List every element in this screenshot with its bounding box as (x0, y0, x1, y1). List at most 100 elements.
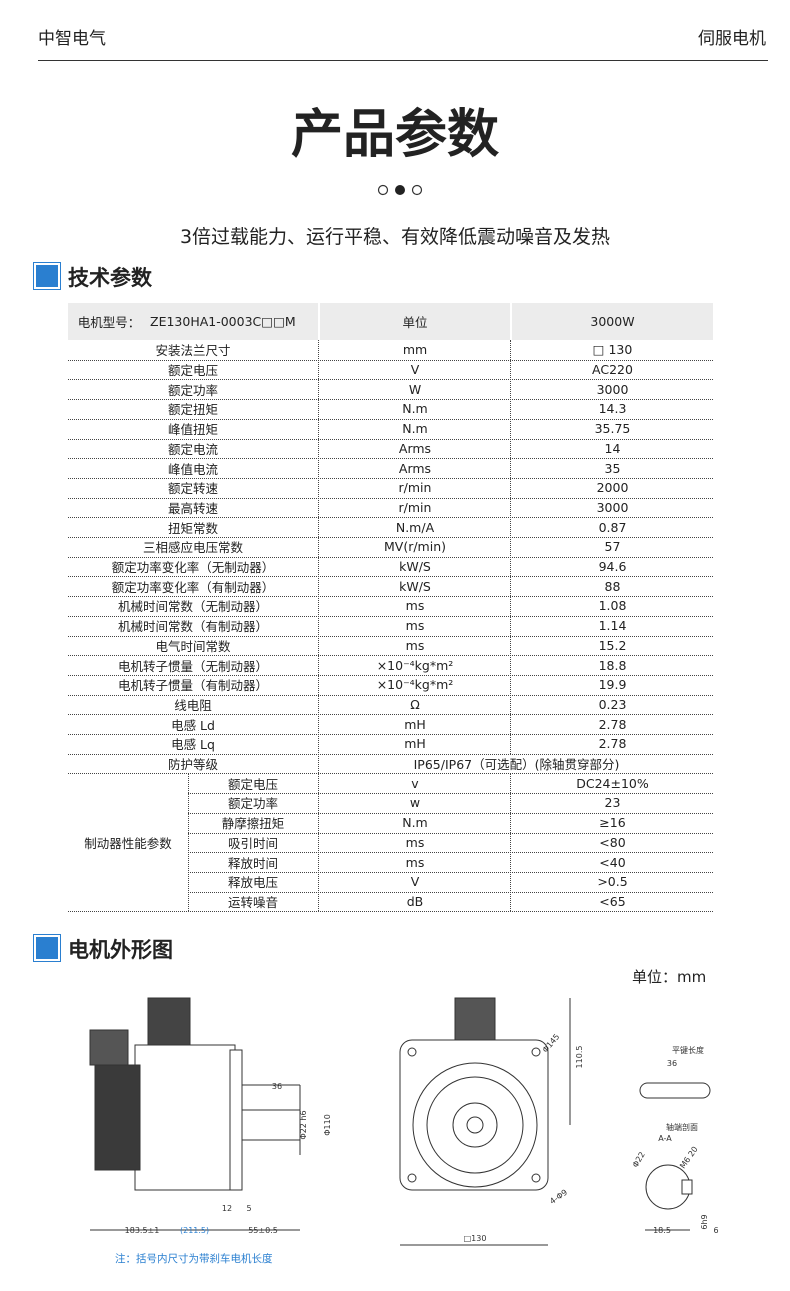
dim-label: 36 (272, 1082, 282, 1091)
row-rule (188, 832, 713, 834)
row-rule (188, 871, 713, 873)
row-rule (68, 694, 713, 696)
note: 注：括号内尺寸为带刹车电机长度 (115, 1252, 273, 1265)
table-cell: 制动器性能参数 (84, 835, 172, 851)
dim-label: 12 (222, 1204, 232, 1213)
row-rule (68, 655, 713, 657)
page-title: 产品参数 (290, 105, 499, 165)
table-cell: 额定电压 (227, 776, 278, 792)
dim-label: 55±0.5 (248, 1226, 278, 1235)
row-rule (68, 418, 713, 420)
row-rule (68, 458, 713, 460)
row-rule (68, 399, 713, 401)
table-cell: ×10⁻⁴kg*m² (376, 677, 454, 693)
table-cell: 88 (604, 578, 621, 594)
row-rule (68, 576, 713, 578)
table-cell: 电气时间常数 (155, 638, 231, 654)
table-cell: r/min (398, 499, 432, 515)
row-rule (68, 359, 713, 361)
table-cell: v (411, 775, 419, 791)
dim-label: (211.5) (180, 1226, 209, 1235)
table-cell: 额定电压 (167, 363, 218, 379)
row-rule (68, 753, 713, 755)
table-cell: ms (405, 618, 425, 634)
dim-label: Φ22 h6 (299, 1110, 308, 1139)
table-cell: kW/S (399, 578, 431, 594)
row-rule (68, 615, 713, 617)
table-cell: 3000 (596, 381, 629, 397)
section-icon (33, 262, 61, 290)
table-cell: mH (404, 716, 426, 732)
table-cell: 额定电流 (167, 441, 218, 457)
table-cell: 电感 Ld (171, 717, 215, 733)
category: 伺服电机 (698, 29, 766, 49)
dim-label: 5 (246, 1204, 251, 1213)
table-cell: DC24±10% (576, 775, 649, 791)
table-cell: Arms (398, 440, 432, 456)
brand: 中智电气 (38, 29, 106, 49)
table-cell: ms (405, 854, 425, 870)
table-cell: 15.2 (598, 637, 627, 653)
row-rule (68, 911, 713, 913)
table-cell: 2.78 (598, 736, 627, 752)
table-cell: 35.75 (594, 421, 631, 437)
dim-label: A-A (658, 1134, 672, 1143)
unit-label: 单位：mm (632, 968, 707, 986)
dim-label: 4-Φ9 (548, 1188, 569, 1206)
header-cell: 单位 (320, 303, 510, 340)
dim-label: 6 (713, 1226, 718, 1235)
table-cell: 峰值扭矩 (167, 422, 218, 438)
table-cell: 23 (604, 795, 621, 811)
table-cell: <80 (599, 834, 626, 850)
row-rule (188, 891, 713, 893)
table-cell: 防护等级 (167, 757, 218, 773)
table-cell: r/min (398, 480, 432, 496)
table-cell: 额定功率变化率（有制动器） (111, 579, 275, 595)
table-cell: 运转噪音 (227, 894, 278, 910)
row-rule (68, 734, 713, 735)
table-cell: 扭矩常数 (167, 520, 218, 536)
table-cell: dB (406, 893, 424, 909)
table-cell: 额定功率 (227, 796, 278, 812)
table-cell: kW/S (399, 559, 431, 575)
column-rule (318, 340, 319, 912)
table-cell: □ 130 (592, 342, 633, 358)
row-rule (68, 438, 713, 440)
table-cell: 释放电压 (227, 875, 278, 891)
table-cell: 机械时间常数（有制动器） (117, 619, 268, 635)
table-cell: 静摩擦扭矩 (221, 816, 285, 832)
column-rule (188, 773, 189, 912)
row-rule (68, 714, 713, 716)
table-cell: IP65/IP67（可选配）(除轴贯穿部分) (413, 757, 620, 773)
header-cell: 电机型号： (68, 303, 150, 340)
dim-label: 36 (667, 1059, 677, 1068)
table-cell: <40 (599, 854, 626, 870)
section-title: 电机外形图 (68, 938, 173, 962)
dim-label: 183.5±1 (125, 1226, 160, 1235)
table-cell: N.m (402, 401, 428, 417)
table-cell: MV(r/min) (383, 539, 446, 555)
table-cell: w (409, 795, 421, 811)
row-rule (188, 812, 713, 814)
column-rule (510, 773, 511, 912)
table-cell: 额定转速 (167, 481, 218, 497)
table-cell: 线电阻 (174, 697, 212, 713)
row-rule (68, 556, 713, 558)
table-cell: 释放时间 (227, 855, 278, 871)
table-cell: ×10⁻⁴kg*m² (376, 657, 454, 673)
table-cell: 2.78 (598, 716, 627, 732)
table-cell: W (408, 381, 422, 397)
table-cell: 57 (604, 539, 621, 555)
row-rule (68, 477, 713, 479)
table-cell: 吸引时间 (227, 835, 278, 851)
row-rule (188, 793, 713, 795)
table-cell: 1.08 (598, 598, 627, 614)
row-rule (68, 635, 713, 637)
subtitle: 3倍过载能力、运行平稳、有效降低震动噪音及发热 (179, 226, 611, 248)
header-rule (38, 60, 768, 61)
header-cell: 3000W (512, 303, 713, 340)
table-cell: mH (404, 736, 426, 752)
table-cell: 18.8 (598, 657, 627, 673)
column-rule (510, 340, 511, 754)
